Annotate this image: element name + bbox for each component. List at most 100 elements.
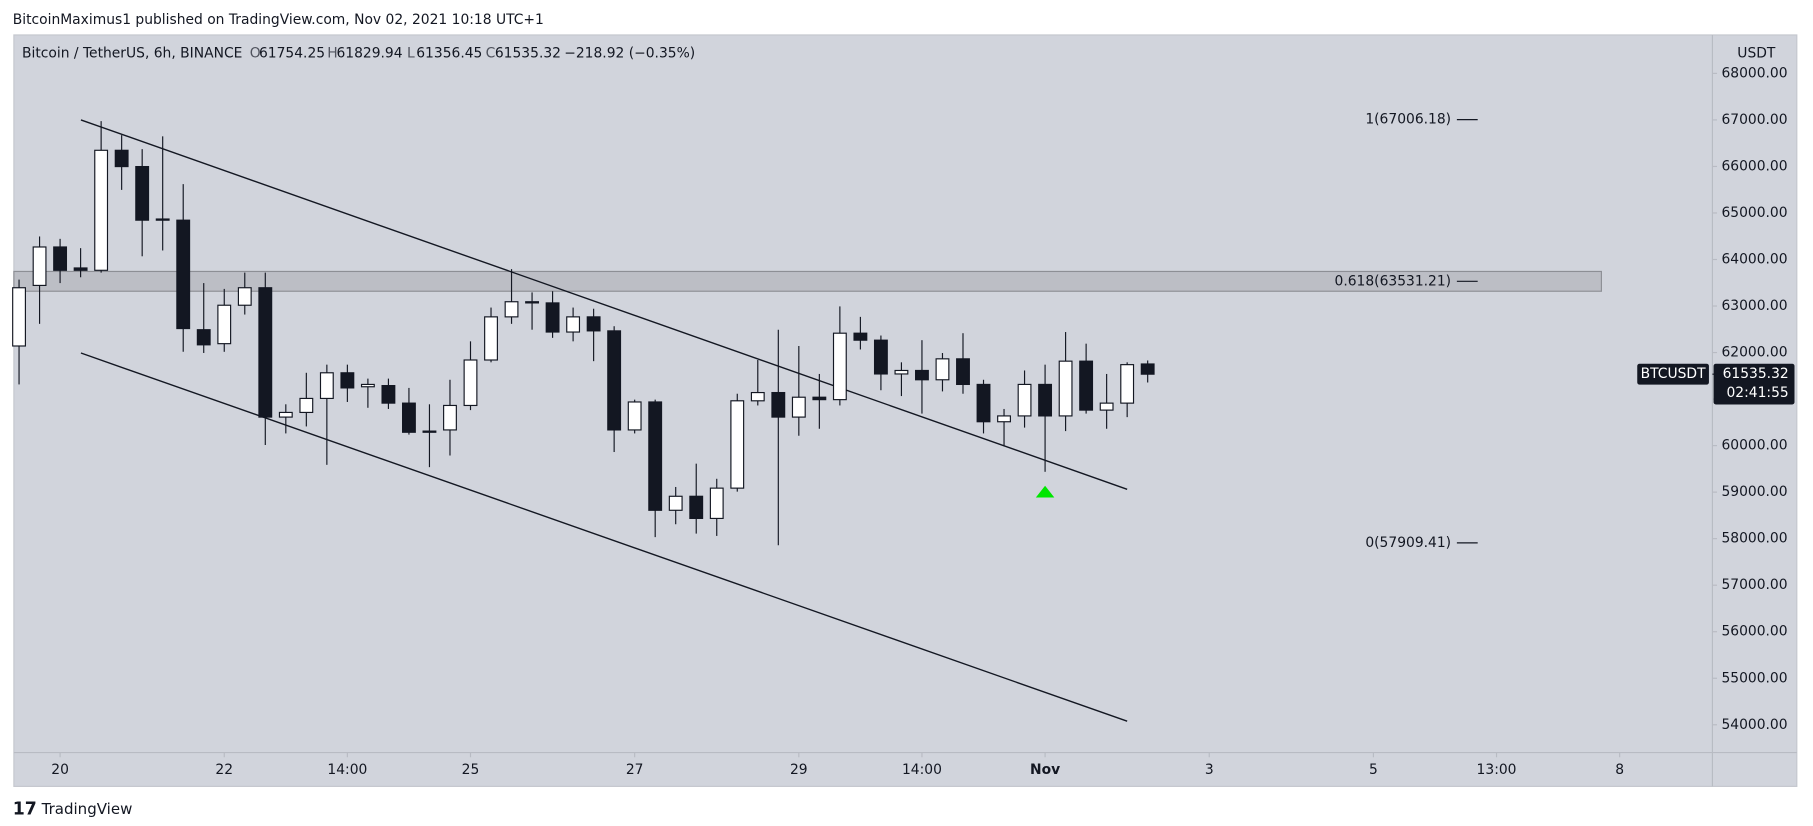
y-tick-label: 54000.00 (1721, 717, 1787, 733)
y-tick-label: 65000.00 (1721, 205, 1787, 221)
symbol-label: BTCUSDT (1641, 366, 1706, 382)
price-tag (1713, 363, 1795, 405)
y-tick-label: 63000.00 (1721, 298, 1787, 314)
candle-body (1140, 363, 1155, 375)
candle-body (1079, 360, 1094, 411)
x-tick-label: Nov (1030, 762, 1060, 778)
candle-body (422, 430, 437, 433)
trendline (80, 119, 1128, 490)
candle-body (196, 329, 211, 346)
x-tick-label: 25 (462, 762, 480, 778)
candle-body (299, 397, 314, 414)
candle-body (114, 149, 129, 168)
x-tick-label: 13:00 (1477, 762, 1517, 778)
candle-body (443, 404, 457, 431)
y-tick-label: 68000.00 (1721, 65, 1787, 81)
candle-body (915, 369, 929, 381)
candle-body (1038, 383, 1053, 417)
y-tick-label: 56000.00 (1721, 624, 1787, 640)
candle-body (484, 316, 498, 361)
candle-body (894, 369, 909, 375)
candle-body (709, 487, 724, 520)
candle-body (689, 495, 704, 520)
candle-body (545, 302, 560, 333)
y-tick-label: 58000.00 (1721, 531, 1787, 547)
y-tick-label: 59000.00 (1721, 484, 1787, 500)
x-tick-label: 3 (1205, 762, 1214, 778)
published: BitcoinMaximus1 published on TradingView… (13, 12, 544, 28)
candle-body (381, 385, 396, 404)
candle-body (278, 411, 293, 418)
candle-body (155, 218, 170, 221)
candle-body (586, 316, 601, 332)
y-tick-label: 60000.00 (1721, 438, 1787, 454)
candle-body (771, 391, 786, 418)
candle-body (258, 287, 273, 418)
ohlc-letter: C (486, 46, 496, 62)
y-tick-label: 64000.00 (1721, 251, 1787, 267)
candle-body (750, 391, 765, 402)
candle-body (627, 401, 642, 431)
candle-body (853, 332, 868, 341)
candle-body (832, 332, 847, 401)
candle-body (668, 495, 683, 511)
countdown: 02:41:55 (1726, 385, 1788, 401)
candle-body (135, 165, 150, 221)
ohlc-value: 61754.25 (259, 46, 325, 62)
logo-mark: 17 (13, 800, 37, 820)
ohlc-value: 61829.94 (336, 46, 402, 62)
candle-body (32, 246, 47, 286)
x-tick-label: 8 (1615, 762, 1624, 778)
y-tick-label: 62000.00 (1721, 345, 1787, 361)
y-tick-label: 67000.00 (1721, 112, 1787, 128)
x-tick-label: 22 (215, 762, 233, 778)
candle-body (463, 359, 478, 407)
candle-body (340, 372, 355, 389)
ohlc-letter: L (407, 46, 415, 62)
y-tick-label: 57000.00 (1721, 577, 1787, 593)
ohlc-letter: O (250, 46, 261, 62)
candle-body (935, 358, 950, 381)
candle-body (648, 401, 663, 511)
y-axis-label: USDT (1737, 46, 1776, 62)
candle-body (730, 400, 745, 489)
x-tick-label: 20 (51, 762, 69, 778)
candle-body (94, 149, 109, 271)
fib-label: 0(57909.41) (1365, 535, 1451, 551)
chart-title: Bitcoin / TetherUS, 6h, BINANCE (22, 46, 242, 62)
y-tick-label: 55000.00 (1721, 670, 1787, 686)
x-tick-label: 14:00 (902, 762, 942, 778)
ohlc-letter: H (327, 46, 337, 62)
candle-body (1017, 383, 1032, 417)
candle-body (976, 383, 991, 423)
candle-body (1120, 364, 1135, 404)
fib-label: 1(67006.18) (1365, 112, 1451, 128)
ohlc-value: 61535.32 (495, 46, 561, 62)
candle-body (73, 267, 88, 271)
trendline (80, 352, 1128, 722)
candle-body (360, 383, 375, 388)
symbol-tag (1637, 363, 1709, 385)
y-tick-label: 66000.00 (1721, 158, 1787, 174)
candle-body (1099, 402, 1114, 411)
ohlc-value: 61356.45 (416, 46, 482, 62)
x-tick-label: 27 (626, 762, 644, 778)
change: −218.92 (−0.35%) (564, 46, 695, 62)
candle-body (566, 316, 581, 333)
candle-body (812, 396, 827, 401)
candle-body (12, 287, 26, 347)
price-label: 61535.32 (1723, 366, 1789, 382)
fib-label: 0.618(63531.21) (1335, 273, 1452, 289)
candle-body (237, 287, 252, 306)
brand: TradingView (41, 800, 133, 818)
candle-body (1058, 360, 1073, 417)
x-tick-label: 14:00 (327, 762, 367, 778)
plot: 1(67006.18) 0.618(63531.21) 0(57909.41) (12, 112, 1602, 722)
resistance-zone (13, 270, 1602, 292)
candle-body (217, 304, 232, 345)
candle-body (401, 402, 416, 433)
signal-marker (1035, 485, 1055, 498)
candle-body (607, 330, 622, 431)
